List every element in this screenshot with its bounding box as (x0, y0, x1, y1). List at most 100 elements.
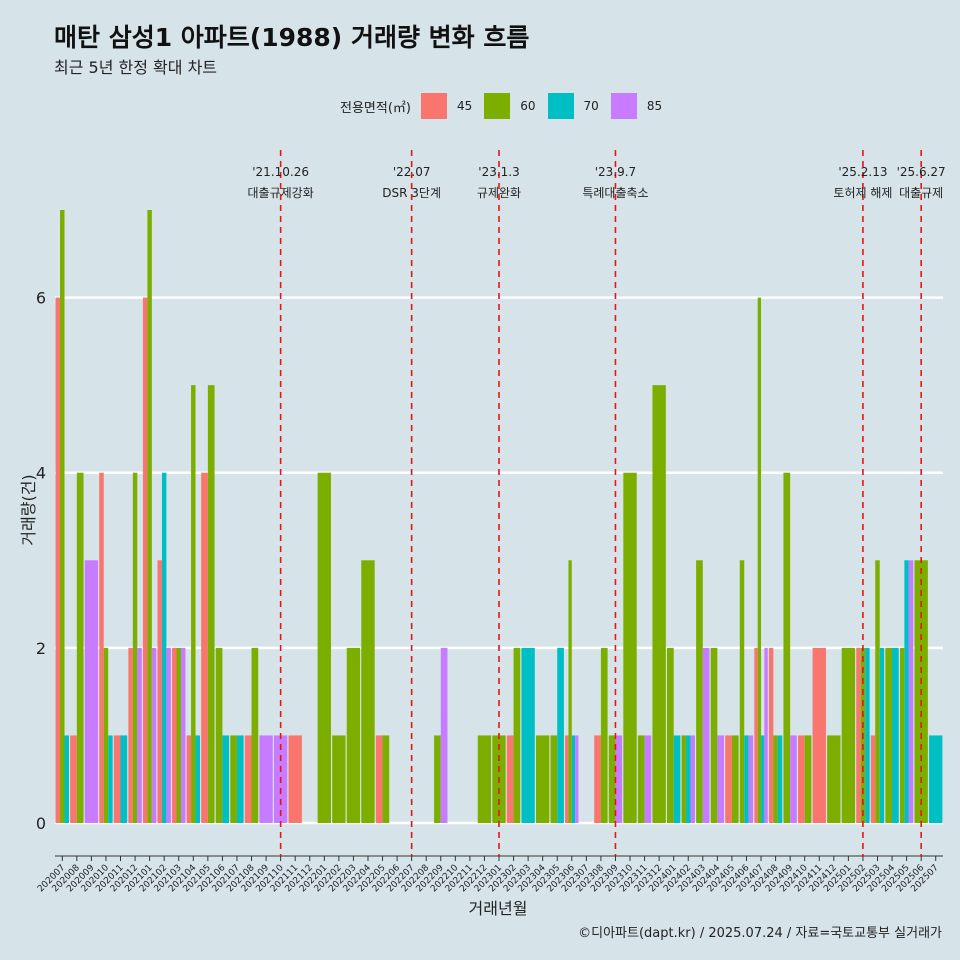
bar-70 (929, 735, 943, 823)
bar-60 (681, 735, 687, 823)
bar-45 (113, 735, 121, 823)
bar-70 (521, 647, 535, 823)
bar-60 (550, 735, 558, 823)
bar-45 (157, 560, 162, 823)
chart-subtitle: 최근 5년 한정 확대 차트 (54, 58, 218, 77)
bar-45 (870, 735, 876, 823)
bar-60 (696, 560, 703, 823)
bar-60 (623, 472, 637, 823)
bar-85 (137, 647, 142, 823)
bar-45 (768, 647, 774, 823)
bar-85 (575, 735, 579, 823)
event-label: 규제완화 (477, 186, 521, 200)
legend-item-85: 85 (610, 93, 663, 119)
bar-45 (594, 735, 601, 823)
bar-60 (477, 735, 492, 823)
bar-85 (440, 647, 448, 823)
chart-title: 매탄 삼성1 아파트(1988) 거래량 변화 흐름 (54, 23, 530, 52)
legend-item-60: 60 (484, 93, 536, 119)
bar-70 (161, 472, 167, 823)
bar-85 (748, 735, 754, 823)
bar-45 (244, 735, 252, 823)
event-label: 토허제 해제 (833, 186, 892, 200)
legend-label: 85 (646, 99, 663, 113)
bar-45 (565, 735, 569, 823)
bar-85 (764, 647, 768, 823)
bar-60 (773, 735, 778, 823)
legend: 전용면적(㎡) 45 60 70 85 (340, 93, 674, 119)
event-label: 특례대출축소 (582, 186, 648, 200)
legend-item-45: 45 (420, 93, 473, 119)
bar-60 (600, 647, 608, 823)
bar-85 (717, 735, 725, 823)
bar-70 (571, 735, 576, 823)
bar-85 (259, 735, 273, 823)
bar-45 (856, 647, 861, 823)
bar-70 (686, 735, 691, 823)
bar-60 (731, 735, 739, 823)
bar-60 (757, 297, 762, 824)
legend-item-70: 70 (547, 93, 599, 119)
bar-60 (652, 385, 666, 823)
bar-45 (201, 472, 208, 823)
bar-60 (147, 210, 152, 823)
event-date: '25.6.27 (897, 165, 946, 179)
bar-45 (172, 647, 177, 823)
event-date: '23.1.3 (478, 165, 519, 179)
bar-60 (346, 647, 361, 823)
legend-swatch (610, 93, 637, 119)
bar-45 (99, 472, 104, 823)
legend-label: 45 (456, 99, 473, 113)
bar-45 (55, 297, 61, 824)
bar-45 (725, 735, 732, 823)
legend-label: 70 (583, 99, 599, 113)
bar-60 (875, 560, 880, 823)
bar-60 (191, 385, 196, 823)
event-date: '22.07 (393, 165, 431, 179)
bar-60 (251, 647, 259, 823)
bar-45 (506, 735, 514, 823)
bar-60 (215, 647, 223, 823)
bar-60 (60, 210, 65, 823)
bar-85 (84, 560, 99, 823)
bar-85 (790, 735, 797, 823)
bar-60 (103, 647, 109, 823)
bar-60 (568, 560, 572, 823)
bar-70 (195, 735, 200, 823)
event-date: '25.2.13 (838, 165, 887, 179)
bar-60 (207, 385, 215, 823)
bar-85 (702, 647, 710, 823)
bar-45 (70, 735, 77, 823)
y-axis-title: 거래량(건) (19, 474, 38, 545)
bar-85 (908, 560, 914, 823)
bar-45 (754, 647, 758, 823)
bar-85 (166, 647, 171, 823)
bar-60 (710, 647, 718, 823)
bar-60 (317, 472, 332, 823)
bar-70 (108, 735, 113, 823)
x-axis-title: 거래년월 (469, 899, 528, 918)
bar-70 (865, 647, 870, 823)
bar-60 (382, 735, 390, 823)
bar-60 (804, 735, 812, 823)
bar-60 (332, 735, 346, 823)
bar-70 (904, 560, 909, 823)
y-tick-label: 4 (36, 464, 46, 483)
bar-70 (64, 735, 69, 823)
bar-70 (744, 735, 749, 823)
bar-70 (222, 735, 230, 823)
bar-70 (761, 735, 765, 823)
bar-60 (132, 472, 138, 823)
bar-60 (666, 647, 674, 823)
legend-swatch (484, 93, 511, 119)
bar-60 (230, 735, 237, 823)
legend-label: 60 (520, 99, 536, 113)
bar-60 (841, 647, 856, 823)
bar-85 (180, 647, 186, 823)
y-tick-label: 0 (36, 814, 46, 833)
bar-45 (288, 735, 302, 823)
bar-60 (361, 560, 375, 823)
bar-60 (885, 647, 893, 823)
bar-60 (739, 560, 745, 823)
bar-45 (812, 647, 826, 823)
